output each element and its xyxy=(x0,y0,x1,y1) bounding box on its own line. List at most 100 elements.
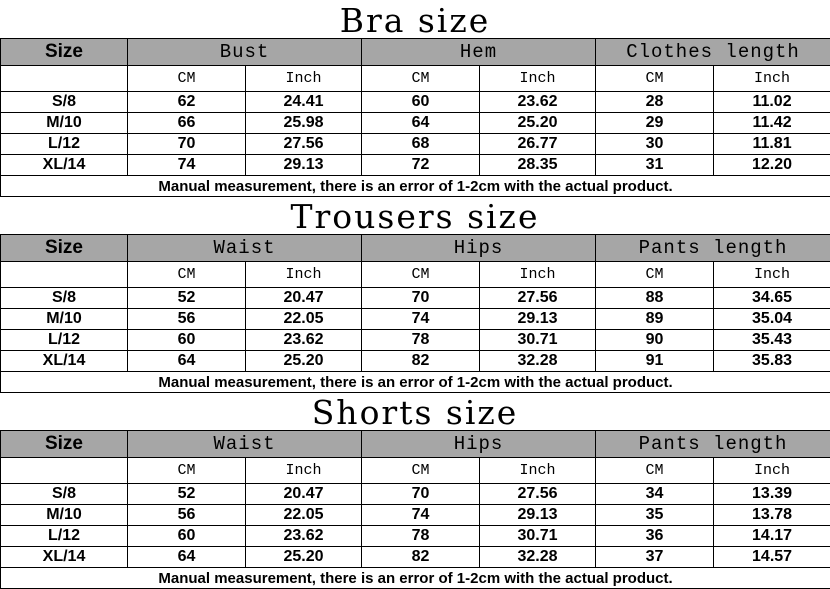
table-row: M/10 56 22.05 74 29.13 89 35.04 xyxy=(0,308,830,330)
table-row: L/12 60 23.62 78 30.71 36 14.17 xyxy=(0,525,830,547)
size-label: L/12 xyxy=(0,525,128,547)
measurement-cell: 88 xyxy=(595,287,715,309)
table-row: S/8 62 24.41 60 23.62 28 11.02 xyxy=(0,91,830,113)
measurement-cell: 56 xyxy=(127,504,246,526)
measurement-cell: 20.47 xyxy=(244,483,363,505)
measurement-cell: 90 xyxy=(595,329,715,351)
unit-cm: CM xyxy=(361,261,481,288)
header-row: Size Bust Hem Clothes length xyxy=(0,38,830,66)
measurement-header: Waist xyxy=(126,234,363,262)
table-row: XL/14 64 25.20 82 32.28 91 35.83 xyxy=(0,350,830,372)
measurement-cell: 60 xyxy=(361,91,481,113)
measurement-cell: 52 xyxy=(127,483,246,505)
unit-cm: CM xyxy=(595,261,715,288)
unit-cm: CM xyxy=(361,457,481,484)
measurement-cell: 29.13 xyxy=(479,504,597,526)
measurement-note: Manual measurement, there is an error of… xyxy=(0,175,830,197)
size-label: S/8 xyxy=(0,483,128,505)
size-label: L/12 xyxy=(0,133,128,155)
size-section: Bra size Size Bust Hem Clothes length CM Inch C… xyxy=(0,0,830,197)
measurement-header: Bust xyxy=(126,38,363,66)
measurement-cell: 60 xyxy=(127,329,246,351)
measurement-cell: 28 xyxy=(595,91,715,113)
measurement-note: Manual measurement, there is an error of… xyxy=(0,567,830,589)
unit-inch: Inch xyxy=(713,457,830,484)
measurement-cell: 82 xyxy=(361,350,481,372)
measurement-cell: 22.05 xyxy=(244,308,363,330)
measurement-cell: 35.43 xyxy=(713,329,830,351)
unit-inch: Inch xyxy=(244,261,363,288)
measurement-cell: 29.13 xyxy=(479,308,597,330)
header-row: Size Waist Hips Pants length xyxy=(0,430,830,458)
measurement-cell: 89 xyxy=(595,308,715,330)
size-label: XL/14 xyxy=(0,154,128,176)
measurement-cell: 74 xyxy=(361,308,481,330)
measurement-cell: 31 xyxy=(595,154,715,176)
table-row: M/10 66 25.98 64 25.20 29 11.42 xyxy=(0,112,830,134)
size-label: L/12 xyxy=(0,329,128,351)
size-table: Size Waist Hips Pants length CM Inch CM Inch CM I… xyxy=(0,234,830,393)
size-label: M/10 xyxy=(0,504,128,526)
size-label: M/10 xyxy=(0,112,128,134)
measurement-header: Hips xyxy=(361,430,597,458)
measurement-cell: 72 xyxy=(361,154,481,176)
note-row: Manual measurement, there is an error of… xyxy=(0,371,830,393)
unit-inch: Inch xyxy=(479,261,597,288)
measurement-cell: 30.71 xyxy=(479,329,597,351)
measurement-cell: 25.20 xyxy=(479,112,597,134)
unit-inch: Inch xyxy=(479,65,597,92)
table-row: S/8 52 20.47 70 27.56 34 13.39 xyxy=(0,483,830,505)
empty-cell xyxy=(0,65,128,92)
measurement-header: Clothes length xyxy=(595,38,830,66)
measurement-cell: 60 xyxy=(127,525,246,547)
measurement-cell: 23.62 xyxy=(479,91,597,113)
table-row: L/12 70 27.56 68 26.77 30 11.81 xyxy=(0,133,830,155)
measurement-cell: 30.71 xyxy=(479,525,597,547)
measurement-cell: 13.78 xyxy=(713,504,830,526)
table-row: M/10 56 22.05 74 29.13 35 13.78 xyxy=(0,504,830,526)
note-row: Manual measurement, there is an error of… xyxy=(0,567,830,589)
measurement-header: Hips xyxy=(361,234,597,262)
measurement-header: Pants length xyxy=(595,430,830,458)
table-row: XL/14 74 29.13 72 28.35 31 12.20 xyxy=(0,154,830,176)
measurement-cell: 11.81 xyxy=(713,133,830,155)
measurement-cell: 11.42 xyxy=(713,112,830,134)
size-section: Shorts size Size Waist Hips Pants length CM In… xyxy=(0,392,830,589)
unit-inch: Inch xyxy=(244,65,363,92)
measurement-cell: 35.83 xyxy=(713,350,830,372)
size-header: Size xyxy=(0,234,128,262)
measurement-cell: 28.35 xyxy=(479,154,597,176)
size-header: Size xyxy=(0,38,128,66)
measurement-cell: 78 xyxy=(361,329,481,351)
measurement-cell: 23.62 xyxy=(244,329,363,351)
measurement-cell: 68 xyxy=(361,133,481,155)
measurement-cell: 37 xyxy=(595,546,715,568)
size-table: Size Bust Hem Clothes length CM Inch CM Inch CM I… xyxy=(0,38,830,197)
measurement-cell: 25.98 xyxy=(244,112,363,134)
unit-cm: CM xyxy=(127,65,246,92)
empty-cell xyxy=(0,261,128,288)
measurement-cell: 70 xyxy=(127,133,246,155)
measurement-header: Waist xyxy=(126,430,363,458)
unit-cm: CM xyxy=(595,65,715,92)
measurement-cell: 26.77 xyxy=(479,133,597,155)
measurement-cell: 13.39 xyxy=(713,483,830,505)
unit-cm: CM xyxy=(127,261,246,288)
table-row: XL/14 64 25.20 82 32.28 37 14.57 xyxy=(0,546,830,568)
measurement-cell: 64 xyxy=(127,350,246,372)
measurement-header: Pants length xyxy=(595,234,830,262)
measurement-cell: 30 xyxy=(595,133,715,155)
measurement-cell: 27.56 xyxy=(479,483,597,505)
measurement-cell: 29.13 xyxy=(244,154,363,176)
measurement-cell: 12.20 xyxy=(713,154,830,176)
section-title: Trousers size xyxy=(290,197,540,236)
size-label: M/10 xyxy=(0,308,128,330)
measurement-header: Hem xyxy=(361,38,597,66)
measurement-cell: 24.41 xyxy=(244,91,363,113)
unit-cm: CM xyxy=(595,457,715,484)
empty-cell xyxy=(0,457,128,484)
measurement-cell: 64 xyxy=(361,112,481,134)
units-row: CM Inch CM Inch CM Inch xyxy=(0,65,830,92)
measurement-cell: 35 xyxy=(595,504,715,526)
measurement-cell: 66 xyxy=(127,112,246,134)
